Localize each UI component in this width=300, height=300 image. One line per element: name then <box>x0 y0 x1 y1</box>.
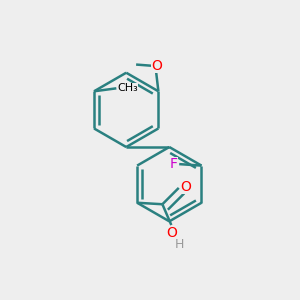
Text: H: H <box>175 238 184 251</box>
Text: O: O <box>152 59 162 73</box>
Text: O: O <box>180 180 191 194</box>
Text: F: F <box>170 157 178 171</box>
Text: CH₃: CH₃ <box>117 83 138 93</box>
Text: O: O <box>167 226 177 240</box>
